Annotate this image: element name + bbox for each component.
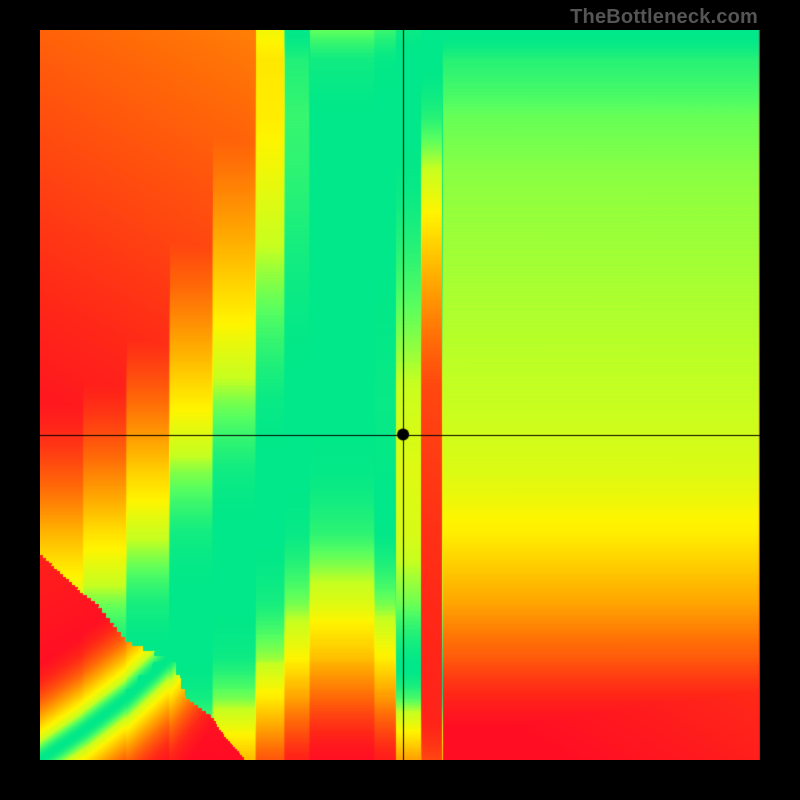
bottleneck-heatmap-container: TheBottleneck.com <box>0 0 800 800</box>
watermark-text: TheBottleneck.com <box>570 6 758 29</box>
heatmap-canvas <box>40 30 760 760</box>
